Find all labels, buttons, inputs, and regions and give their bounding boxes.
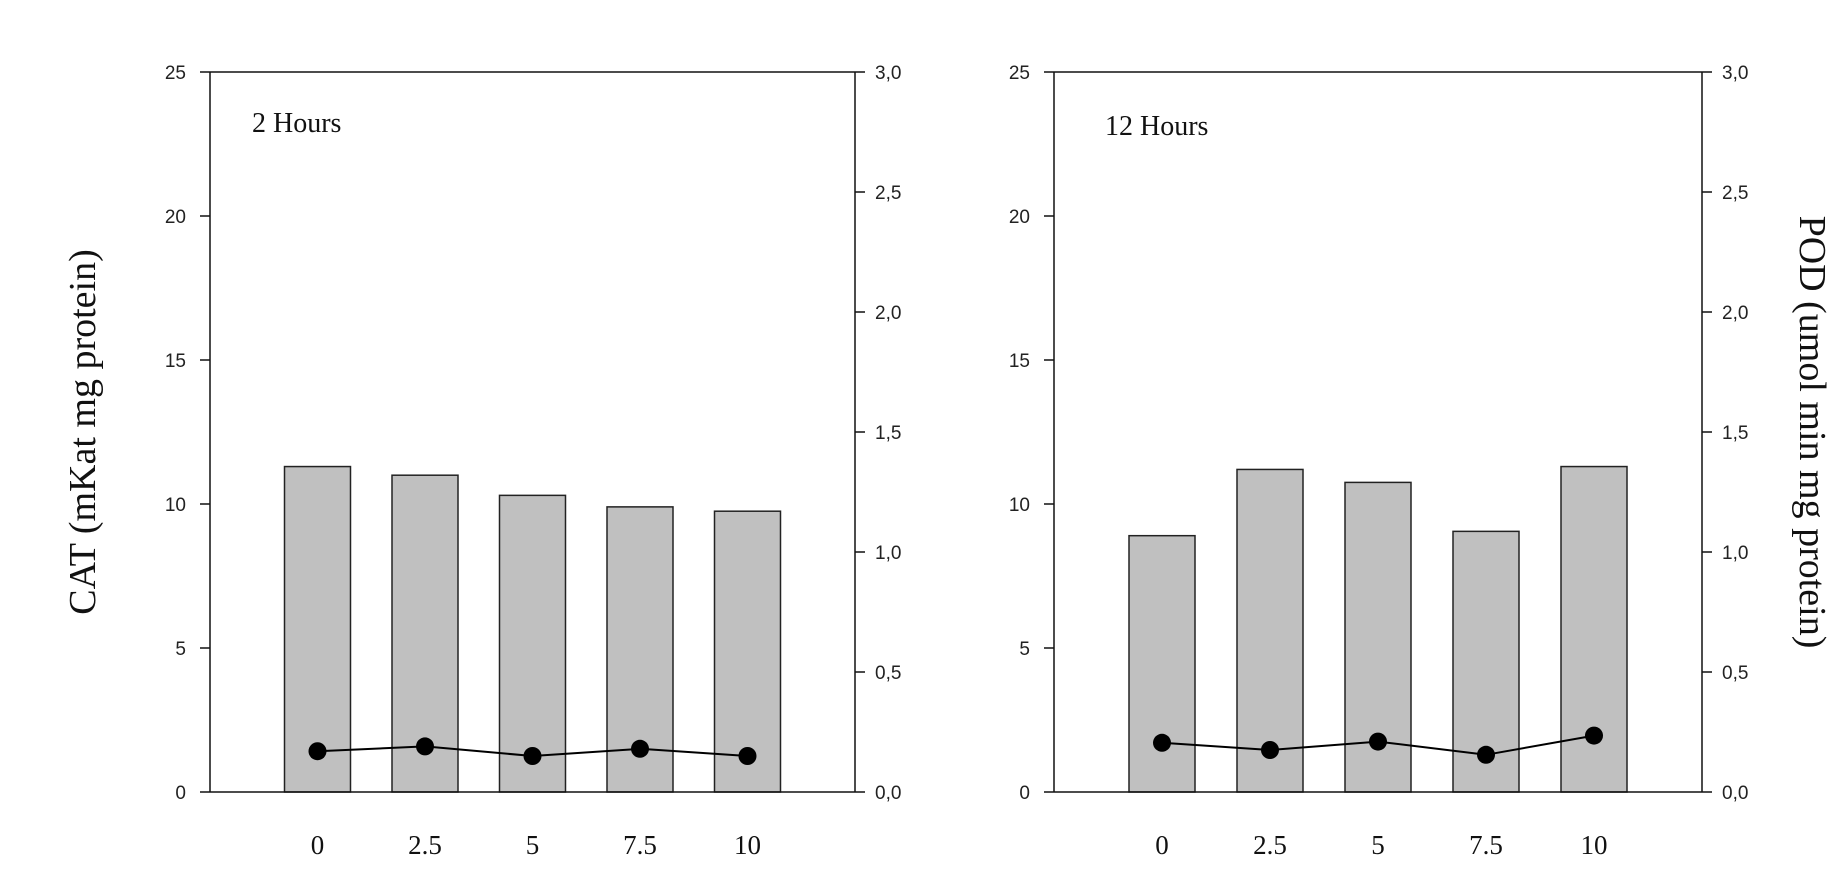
panel-1-line-point-2 [524, 747, 542, 765]
panel-1-x-tick-label: 2.5 [408, 830, 442, 860]
panel-2-left-tick-label: 20 [1009, 207, 1030, 228]
panel-1-right-tick-label: 1,0 [875, 543, 901, 564]
panel-2-x-tick-label: 2.5 [1253, 830, 1287, 860]
panel-2-left-tick-label: 0 [1019, 783, 1030, 804]
panel-1-left-tick-label: 5 [175, 639, 186, 660]
panel-2-line-point-3 [1477, 746, 1495, 764]
panel-2-right-tick-label: 2,0 [1722, 303, 1748, 324]
panel-1-right-tick-label: 1,5 [875, 423, 901, 444]
panel-1-x-tick-label: 0 [311, 830, 325, 860]
panel-2-right-tick-label: 1,0 [1722, 543, 1748, 564]
panel-2-right-axis-title: POD (umol min mg protein) [1791, 216, 1833, 649]
panel-1-line-point-4 [739, 747, 757, 765]
panel-1-line-point-1 [416, 737, 434, 755]
panel-2-right-tick-label: 1,5 [1722, 423, 1748, 444]
panel-2-label: 12 Hours [1105, 111, 1208, 142]
panel-1-x-tick-label: 7.5 [623, 830, 657, 860]
panel-1-left-axis-title: CAT (mKat mg protein) [62, 249, 104, 615]
panel-1-left-tick-label: 15 [165, 351, 186, 372]
panel-2-left-tick-label: 15 [1009, 351, 1030, 372]
panel-1-right-tick-label: 2,0 [875, 303, 901, 324]
panel-2-line-point-2 [1369, 733, 1387, 751]
panel-1-x-tick-label: 10 [734, 830, 761, 860]
panel-2-bar-0 [1129, 536, 1195, 792]
panel-2-x-tick-label: 5 [1371, 830, 1385, 860]
panel-1-line-point-3 [631, 740, 649, 758]
panel-1-label: 2 Hours [252, 108, 341, 139]
panel-2-left-tick-label: 5 [1019, 639, 1030, 660]
panel-1-right-tick-label: 0,5 [875, 663, 901, 684]
panel-2-left-tick-label: 25 [1009, 63, 1030, 84]
panel-1-line-point-0 [309, 742, 327, 760]
panel-2-x-tick-label: 0 [1155, 830, 1169, 860]
panel-2-line-point-1 [1261, 741, 1279, 759]
panel-1-right-tick-label: 0,0 [875, 783, 901, 804]
panel-1-x-tick-label: 5 [526, 830, 540, 860]
panel-2-right-tick-label: 0,5 [1722, 663, 1748, 684]
panel-2-line-point-0 [1153, 734, 1171, 752]
panel-1-left-tick-label: 0 [175, 783, 186, 804]
panel-2-x-tick-label: 10 [1581, 830, 1608, 860]
panel-2-line-point-4 [1585, 727, 1603, 745]
panel-2-x-tick-label: 7.5 [1469, 830, 1503, 860]
panel-2-left-tick-label: 10 [1009, 495, 1030, 516]
panel-1-left-tick-label: 20 [165, 207, 186, 228]
panel-2-right-tick-label: 2,5 [1722, 183, 1748, 204]
panel-1-right-tick-label: 2,5 [875, 183, 901, 204]
panel-1-left-tick-label: 25 [165, 63, 186, 84]
panel-2-right-tick-label: 0,0 [1722, 783, 1748, 804]
panel-1-left-tick-label: 10 [165, 495, 186, 516]
panel-1-right-tick-label: 3,0 [875, 63, 901, 84]
panel-2-right-tick-label: 3,0 [1722, 63, 1748, 84]
